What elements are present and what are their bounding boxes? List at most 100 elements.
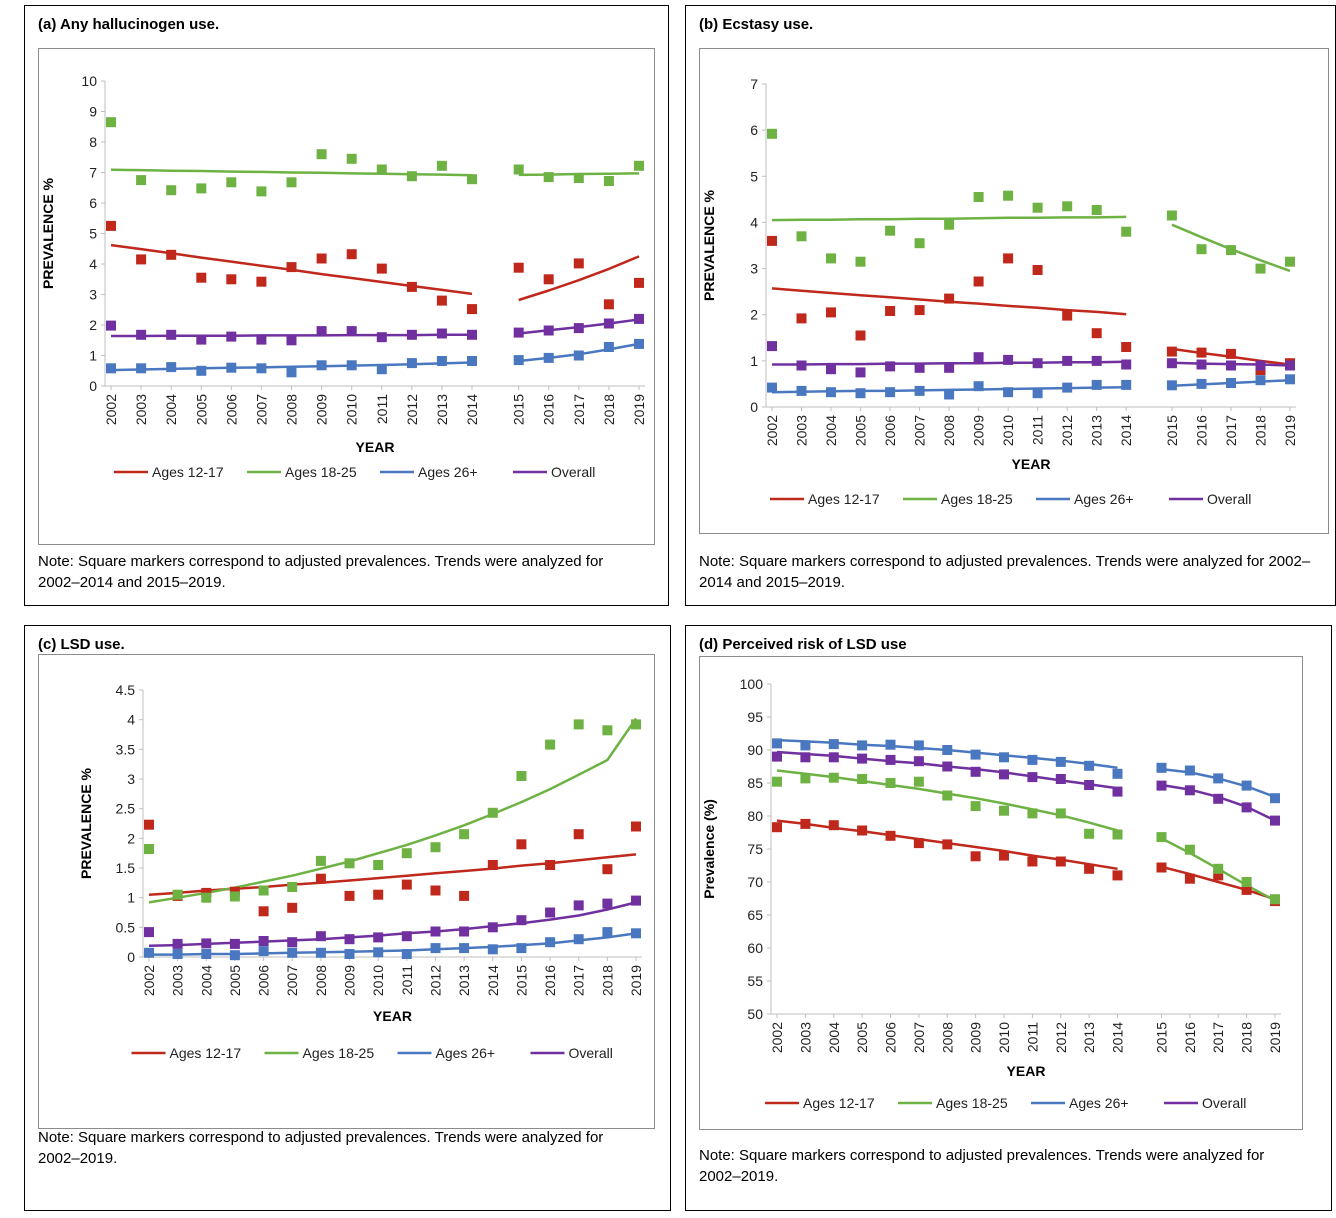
data-marker	[885, 361, 896, 372]
data-marker	[258, 946, 269, 957]
x-tick-label: 2006	[883, 1022, 899, 1053]
data-marker	[316, 360, 327, 371]
legend-label: Ages 18-25	[936, 1095, 1008, 1111]
data-marker	[513, 262, 524, 273]
plot-area: 0 1 2 3 4 5 6 7 8 9 10 2002 2003 2004 2005 2006 2007 2008…	[38, 48, 655, 545]
data-marker	[226, 362, 237, 373]
data-marker	[573, 934, 584, 945]
legend-label: Ages 18-25	[285, 464, 357, 480]
x-tick-label: 2005	[227, 965, 243, 996]
data-marker	[573, 719, 584, 730]
data-marker	[1112, 870, 1123, 881]
data-marker	[226, 331, 237, 342]
data-marker	[1032, 202, 1043, 213]
data-marker	[344, 949, 355, 959]
y-tick-label: 85	[747, 775, 763, 791]
data-marker	[376, 263, 387, 274]
data-marker	[631, 719, 641, 730]
data-marker	[545, 937, 556, 948]
data-marker	[1121, 379, 1132, 390]
data-marker	[516, 915, 527, 926]
x-tick-label: 2014	[1110, 1022, 1126, 1053]
data-marker	[772, 822, 782, 833]
chart-b: 0 1 2 3 4 5 6 7 2002 2003 2004 2005 2006 2007 2008 2009…	[701, 76, 1298, 507]
trend-line	[148, 901, 637, 947]
y-tick-label: 2	[89, 317, 97, 333]
y-tick-label: 1.5	[116, 860, 136, 876]
data-marker	[855, 330, 866, 341]
data-marker	[144, 947, 154, 958]
data-marker	[602, 725, 613, 736]
data-marker	[467, 174, 477, 185]
x-tick-label: 2015	[513, 965, 529, 996]
data-marker	[166, 185, 177, 196]
chart-c: 0 0.5 1 1.5 2 2.5 3 3.5 4 4.5 2002 2003 2004 2005 2006…	[78, 682, 644, 1061]
data-marker	[999, 850, 1009, 861]
data-marker	[229, 938, 240, 949]
x-tick-label: 2010	[996, 1022, 1012, 1053]
x-tick-label: 2009	[314, 394, 330, 425]
data-marker	[136, 329, 147, 340]
data-marker	[430, 885, 441, 896]
data-marker	[543, 325, 554, 336]
data-marker	[201, 949, 212, 959]
data-marker	[573, 173, 584, 183]
data-marker	[401, 931, 412, 942]
x-tick-label: 2004	[823, 415, 839, 446]
x-tick-label: 2005	[854, 1022, 870, 1053]
data-marker	[516, 839, 527, 850]
x-tick-label: 2015	[1164, 415, 1180, 446]
data-marker	[603, 176, 614, 186]
data-marker	[885, 778, 896, 788]
data-marker	[401, 848, 412, 859]
data-marker	[800, 818, 811, 829]
data-marker	[467, 356, 477, 366]
x-tick-label: 2009	[342, 965, 358, 996]
data-marker	[487, 922, 498, 933]
data-marker	[1062, 310, 1073, 321]
y-tick-label: 4.5	[116, 682, 136, 698]
data-marker	[970, 749, 981, 760]
data-marker	[172, 949, 183, 959]
x-tick-label: 2017	[1210, 1022, 1226, 1053]
x-tick-label: 2011	[399, 965, 415, 995]
legend-label: Overall	[569, 1045, 613, 1061]
data-marker	[772, 776, 782, 787]
data-marker	[373, 947, 384, 958]
data-marker	[1055, 856, 1066, 867]
data-marker	[828, 739, 839, 750]
trend-line	[148, 717, 638, 904]
data-marker	[944, 362, 955, 373]
y-tick-label: 6	[750, 122, 758, 138]
data-marker	[545, 739, 556, 750]
data-marker	[914, 238, 925, 249]
data-marker	[767, 382, 777, 393]
data-marker	[1241, 802, 1252, 813]
y-tick-label: 60	[747, 940, 763, 956]
data-marker	[316, 326, 327, 337]
data-marker	[1285, 360, 1295, 371]
x-tick-label: 2005	[853, 415, 869, 446]
data-marker	[1032, 358, 1043, 369]
x-tick-label: 2018	[1239, 1022, 1255, 1053]
y-axis-title: PREVALENCE %	[78, 767, 94, 879]
chart-note: Note: Square markers correspond to adjus…	[699, 1147, 1265, 1185]
x-tick-label: 2006	[223, 394, 239, 425]
y-tick-label: 3	[127, 771, 135, 787]
data-marker	[913, 776, 924, 787]
data-marker	[1156, 832, 1167, 843]
data-marker	[226, 274, 237, 285]
data-marker	[602, 898, 613, 909]
data-marker	[166, 249, 177, 260]
data-marker	[826, 253, 836, 264]
y-tick-label: 1	[89, 348, 97, 364]
data-marker	[942, 839, 953, 850]
data-marker	[1213, 773, 1224, 784]
legend-label: Ages 26+	[418, 464, 478, 480]
chart-d: 50 55 60 65 70 75 80 85 90 95 100 2002 2003 2004 2005 2…	[701, 676, 1283, 1111]
x-tick-label: 2013	[1089, 415, 1105, 446]
data-marker	[826, 364, 836, 375]
y-tick-label: 4	[89, 256, 97, 272]
data-marker	[256, 276, 267, 287]
x-tick-label: 2002	[103, 394, 119, 425]
